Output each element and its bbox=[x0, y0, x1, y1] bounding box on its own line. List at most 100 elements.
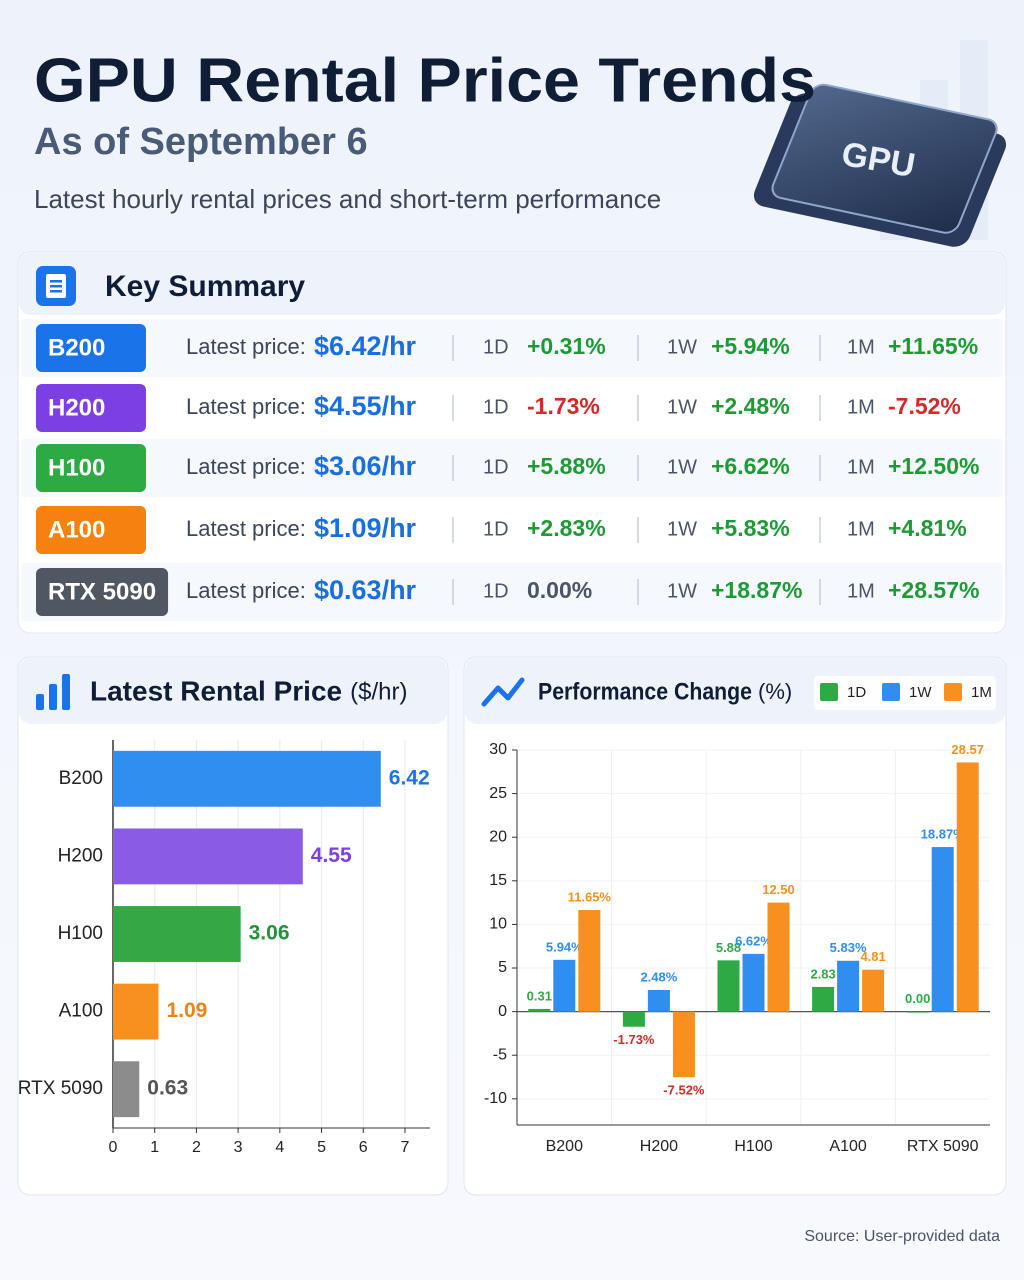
change-value: +12.50% bbox=[888, 453, 979, 479]
period-label: 1W bbox=[667, 580, 697, 602]
value-label: 18.87% bbox=[921, 827, 966, 842]
value-label: 5.94% bbox=[546, 939, 583, 954]
value-label: 5.83% bbox=[830, 940, 867, 955]
y-tick-label: 10 bbox=[489, 916, 507, 933]
legend-swatch bbox=[882, 683, 900, 701]
y-tick-label: -5 bbox=[493, 1046, 507, 1063]
y-tick-label: B200 bbox=[59, 768, 103, 789]
bar bbox=[906, 1011, 929, 1013]
summary-title: Key Summary bbox=[105, 270, 305, 303]
value-label: 4.81 bbox=[860, 949, 885, 964]
price-label: Latest price: bbox=[186, 578, 306, 603]
gpu-name: A100 bbox=[48, 516, 105, 543]
value-label: 0.31 bbox=[527, 988, 552, 1003]
change-value: +18.87% bbox=[711, 577, 802, 603]
x-tick-label: 1 bbox=[150, 1139, 159, 1156]
value-label: 28.57 bbox=[951, 742, 984, 757]
value-label: 4.55 bbox=[311, 844, 352, 867]
bar-icon bbox=[36, 674, 70, 710]
y-tick-label: 5 bbox=[498, 959, 507, 976]
gpu-badge bbox=[36, 324, 146, 372]
y-tick-label: 30 bbox=[489, 741, 507, 758]
bar bbox=[956, 762, 979, 1012]
period-label: 1W bbox=[667, 396, 697, 418]
price-label: Latest price: bbox=[186, 394, 306, 419]
line-icon bbox=[481, 677, 525, 707]
change-value: +5.83% bbox=[711, 515, 790, 541]
price-label: Latest price: bbox=[186, 334, 306, 359]
legend-box bbox=[814, 676, 996, 710]
period-label: 1M bbox=[847, 336, 875, 358]
title: GPU Rental Price Trends bbox=[34, 46, 816, 115]
chart-unit: (%) bbox=[758, 679, 792, 704]
y-tick-label: H200 bbox=[58, 845, 103, 866]
bar bbox=[812, 986, 835, 1012]
y-tick-label: H100 bbox=[58, 923, 103, 944]
bar bbox=[578, 910, 601, 1012]
change-card bbox=[463, 656, 1007, 1196]
value-label: -1.73% bbox=[613, 1032, 655, 1047]
price-card-header bbox=[19, 658, 447, 724]
x-tick-label: 2 bbox=[192, 1139, 201, 1156]
y-tick-label: RTX 5090 bbox=[18, 1078, 103, 1099]
value-label: -7.52% bbox=[663, 1083, 705, 1098]
period-label: 1M bbox=[847, 396, 875, 418]
x-tick-label: RTX 5090 bbox=[907, 1138, 979, 1155]
period-label: 1M bbox=[847, 456, 875, 478]
period-label: 1M bbox=[847, 518, 875, 540]
legend-label: 1M bbox=[971, 684, 992, 701]
price-value: $0.63/hr bbox=[314, 575, 417, 605]
change-value: +5.88% bbox=[527, 453, 606, 479]
y-tick-label: A100 bbox=[59, 1001, 103, 1022]
change-value: 0.00% bbox=[527, 577, 592, 603]
gpu-illustration: GPU bbox=[753, 40, 1007, 247]
change-value: +11.65% bbox=[888, 333, 978, 359]
x-tick-label: 3 bbox=[234, 1139, 243, 1156]
bar bbox=[113, 906, 241, 962]
period-label: 1M bbox=[847, 580, 875, 602]
price-value: $6.42/hr bbox=[314, 331, 417, 361]
period-label: 1D bbox=[483, 456, 509, 478]
gpu-badge bbox=[36, 444, 146, 492]
value-label: 3.06 bbox=[249, 922, 290, 945]
summary-icon bbox=[36, 266, 76, 306]
row-background bbox=[22, 439, 1002, 497]
chart-title: Latest Rental Price bbox=[90, 675, 342, 706]
change-value: +6.62% bbox=[711, 453, 790, 479]
change-value: -7.52% bbox=[888, 393, 961, 419]
bar bbox=[742, 953, 765, 1012]
period-label: 1D bbox=[483, 518, 509, 540]
bar bbox=[767, 902, 790, 1012]
value-label: 11.65% bbox=[568, 889, 612, 904]
value-label: 2.83 bbox=[810, 966, 835, 981]
value-label: 0.63 bbox=[147, 1077, 188, 1100]
gpu-name: H200 bbox=[48, 394, 105, 421]
price-label: Latest price: bbox=[186, 454, 306, 479]
bar bbox=[837, 960, 860, 1012]
x-tick-label: B200 bbox=[546, 1138, 583, 1155]
legend-swatch bbox=[820, 683, 838, 701]
y-tick-label: 0 bbox=[498, 1003, 507, 1020]
x-tick-label: 4 bbox=[275, 1139, 284, 1156]
value-label: 0.00 bbox=[905, 991, 930, 1006]
gpu-badge bbox=[36, 568, 169, 616]
bar bbox=[113, 828, 303, 885]
chart-unit: ($/hr) bbox=[350, 678, 407, 705]
gpu-badge bbox=[36, 506, 146, 554]
period-label: 1W bbox=[667, 456, 697, 478]
gpu-name: H100 bbox=[48, 454, 105, 481]
change-value: +4.81% bbox=[888, 515, 967, 541]
bar bbox=[647, 990, 670, 1012]
legend-label: 1D bbox=[847, 684, 866, 701]
change-value: +5.94% bbox=[711, 333, 790, 359]
chart-title: Performance Change bbox=[538, 678, 752, 705]
summary-header bbox=[19, 253, 1005, 315]
description: Latest hourly rental prices and short-te… bbox=[34, 184, 661, 214]
y-tick-label: 20 bbox=[489, 828, 507, 845]
period-label: 1D bbox=[483, 396, 509, 418]
change-value: -1.73% bbox=[527, 393, 600, 419]
price-value: $3.06/hr bbox=[314, 451, 417, 481]
x-tick-label: 7 bbox=[401, 1139, 410, 1156]
